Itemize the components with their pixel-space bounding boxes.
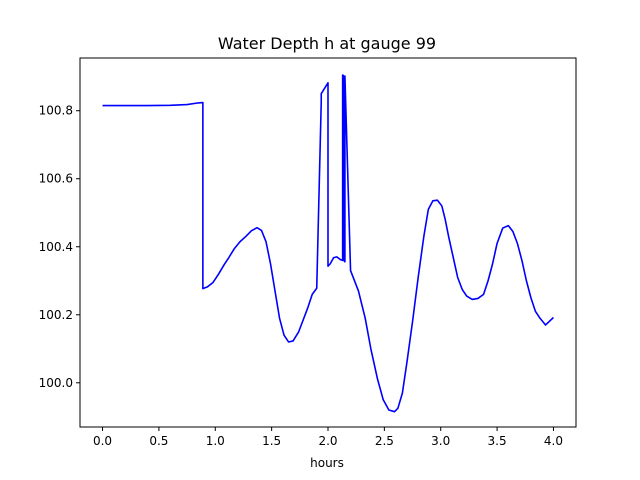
x-tick-label: 3.5 — [488, 434, 507, 448]
x-tick-label: 2.0 — [318, 434, 337, 448]
x-tick-label: 1.0 — [206, 434, 225, 448]
y-tick-label: 100.6 — [39, 172, 73, 186]
x-axis-label: hours — [310, 456, 344, 470]
x-axis: 0.0 0.5 1.0 1.5 2.0 2.5 3.0 3.5 4.0 — [93, 427, 563, 448]
x-tick-label: 1.5 — [262, 434, 281, 448]
y-axis: 100.0 100.2 100.4 100.6 100.8 — [39, 104, 80, 390]
x-tick-label: 4.0 — [544, 434, 563, 448]
plot-area — [79, 57, 577, 428]
y-tick-label: 100.8 — [39, 104, 73, 118]
x-tick-label: 3.0 — [431, 434, 450, 448]
y-tick-label: 100.4 — [39, 240, 73, 254]
y-tick-label: 100.2 — [39, 308, 73, 322]
x-tick-label: 0.5 — [149, 434, 168, 448]
chart-title: Water Depth h at gauge 99 — [218, 34, 436, 53]
y-tick-label: 100.0 — [39, 376, 73, 390]
x-tick-label: 0.0 — [93, 434, 112, 448]
series-layer — [102, 74, 555, 413]
series-line — [102, 74, 555, 413]
x-tick-label: 2.5 — [375, 434, 394, 448]
